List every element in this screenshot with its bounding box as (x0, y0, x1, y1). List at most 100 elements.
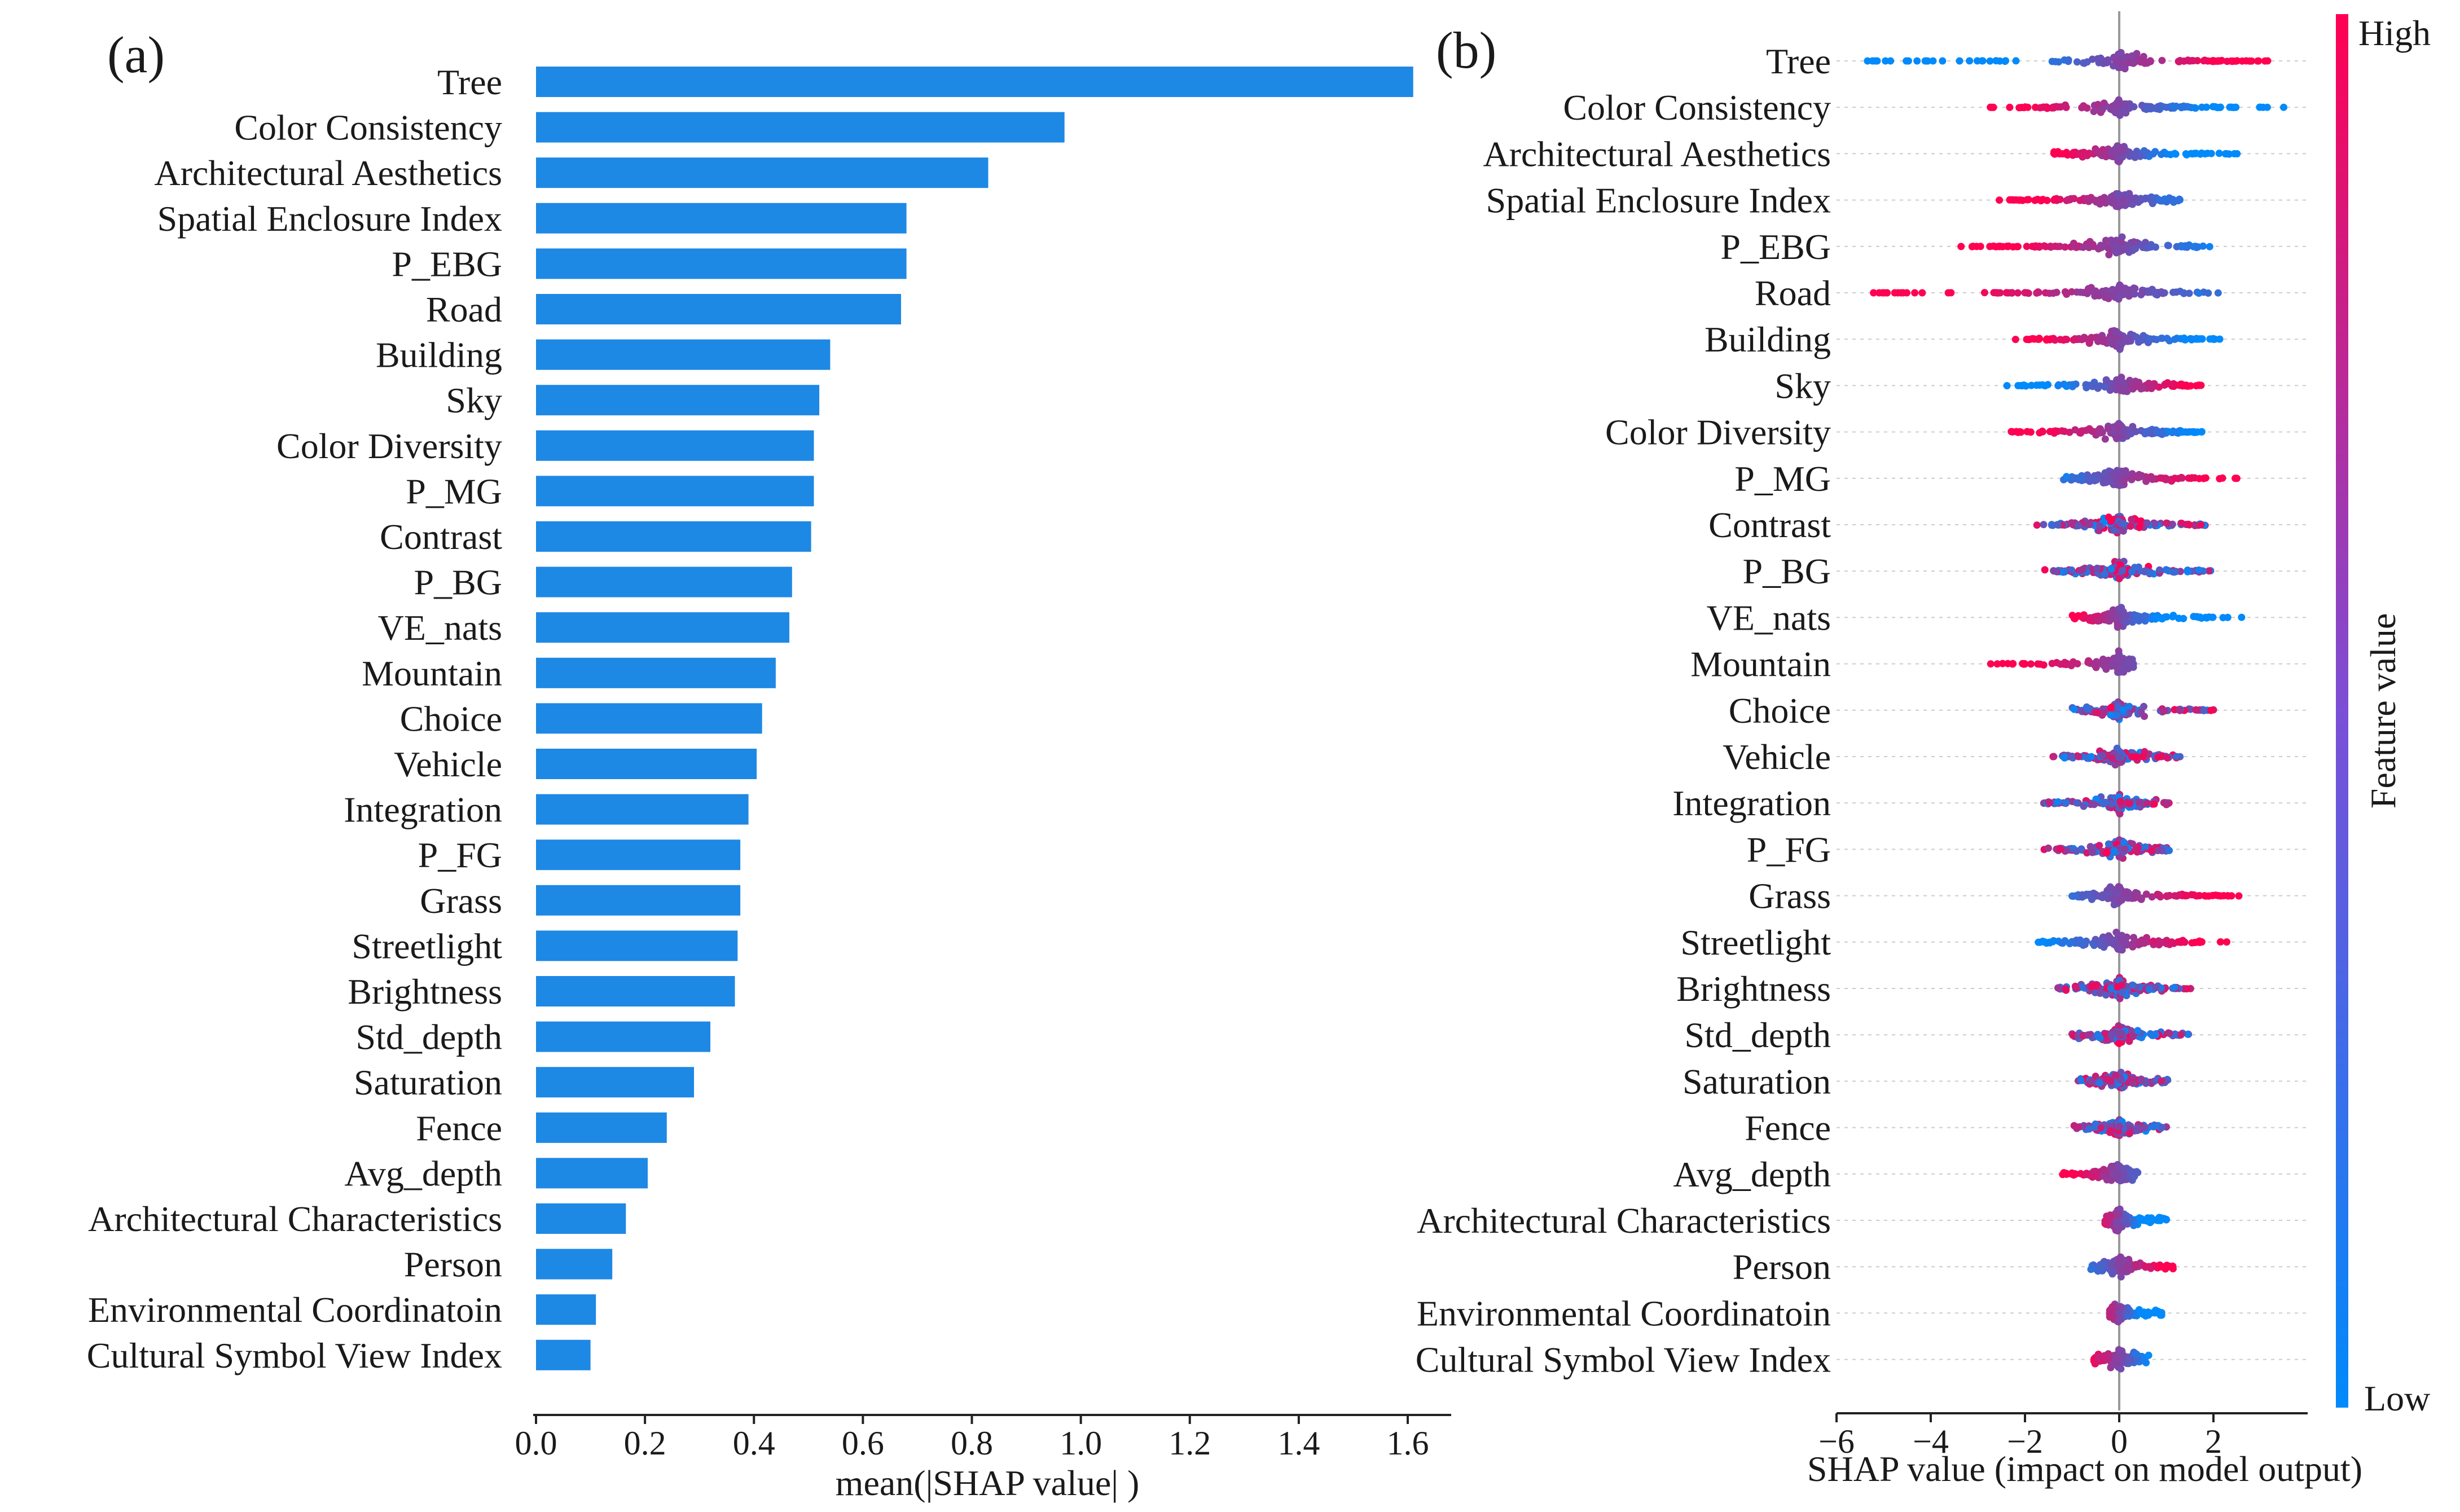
shap-point (2208, 57, 2216, 65)
feature-label: Integration (1672, 783, 1831, 823)
shap-point (2144, 1308, 2152, 1316)
shap-point (2184, 428, 2191, 436)
feature-label: Architectural Characteristics (1417, 1201, 1831, 1241)
shap-point (2054, 798, 2062, 806)
shap-point (2147, 1264, 2155, 1272)
shap-point (2070, 705, 2078, 713)
feature-label: Brightness (348, 972, 502, 1012)
shap-point (2105, 840, 2112, 848)
shap-point (2118, 1268, 2125, 1276)
shap-point (2164, 379, 2172, 386)
shap-point (2103, 1176, 2111, 1184)
shap-point (2085, 1125, 2093, 1133)
feature-label: Contrast (1708, 505, 1831, 545)
shap-point (2180, 334, 2188, 342)
shap-point (2197, 521, 2205, 529)
shap-point (2070, 614, 2078, 622)
shap-point (2149, 937, 2157, 945)
bar-series (536, 67, 1413, 1370)
shap-point (2152, 428, 2160, 436)
shap-point (2108, 103, 2116, 111)
shap-point (2009, 660, 2017, 667)
shap-point (2092, 890, 2099, 898)
feature-label: Vehicle (394, 744, 502, 784)
shap-point (2104, 244, 2112, 252)
shap-point (2085, 339, 2093, 347)
shap-point (2143, 799, 2151, 807)
bar (536, 794, 749, 825)
shap-point (2182, 382, 2190, 390)
shap-point (2070, 475, 2078, 483)
bar (536, 1021, 710, 1052)
bar (536, 612, 789, 643)
shap-point (2198, 149, 2206, 157)
shap-point (2108, 149, 2116, 157)
shap-point (2133, 753, 2141, 761)
shap-point (2094, 1031, 2102, 1039)
shap-point (2119, 108, 2127, 116)
shap-point (2126, 376, 2134, 384)
shap-point (2112, 109, 2119, 117)
bar-chart-panel: Tree Color Consistency Architectural Aesth… (87, 62, 1451, 1503)
shap-point (2159, 289, 2167, 297)
x-tick-label: 1.0 (1060, 1425, 1102, 1462)
shap-point (2006, 103, 2014, 111)
shap-point (2024, 196, 2032, 204)
shap-point (2130, 934, 2137, 942)
shap-point (1979, 57, 1987, 65)
shap-point (2027, 660, 2035, 668)
shap-point (2121, 889, 2129, 897)
shap-point (2165, 1263, 2173, 1271)
feature-label: Color Diversity (276, 426, 502, 466)
shap-point (2110, 901, 2118, 908)
panel-a-label: (a) (107, 26, 165, 83)
shap-point (2205, 892, 2213, 900)
shap-point (2042, 243, 2050, 250)
shap-point (2189, 150, 2197, 158)
shap-point (1987, 103, 1995, 111)
shap-point (2192, 706, 2200, 714)
bar (536, 749, 757, 779)
shap-point (2110, 1171, 2117, 1179)
shap-point (2115, 474, 2123, 482)
bar (536, 294, 901, 324)
shap-point (2261, 57, 2269, 65)
shap-point (2088, 849, 2096, 856)
shap-point (2121, 103, 2129, 111)
shap-point (2116, 1205, 2124, 1213)
shap-point (2171, 336, 2178, 343)
shap-point (2168, 520, 2176, 528)
shap-point (2152, 1031, 2160, 1039)
shap-point (2107, 198, 2115, 206)
shap-point (2012, 57, 2020, 65)
shap-point (2203, 103, 2211, 111)
shap-point (1911, 289, 1919, 297)
shap-point (2227, 57, 2235, 65)
shap-point (2150, 800, 2158, 808)
shap-point (2128, 516, 2136, 524)
shap-point (2188, 474, 2196, 482)
shap-point (1918, 289, 1926, 297)
shap-point (2099, 337, 2107, 345)
shap-point (1887, 57, 1895, 65)
shap-point (2207, 706, 2215, 714)
x-tick-label: 1.4 (1277, 1425, 1320, 1462)
shap-point (2152, 984, 2160, 992)
shap-point (2094, 55, 2102, 63)
shap-point (2118, 233, 2126, 241)
bar (536, 476, 814, 507)
shap-point (2088, 982, 2096, 990)
shap-point (2115, 943, 2123, 951)
shap-point (2155, 937, 2163, 945)
shap-point (1957, 243, 1965, 250)
shap-point (2138, 894, 2146, 902)
shap-point (2068, 892, 2076, 900)
shap-point (2216, 57, 2224, 65)
shap-point (2214, 289, 2222, 297)
bar (536, 703, 762, 734)
shap-point (2129, 943, 2137, 951)
shap-point (2125, 151, 2133, 159)
shap-point (1881, 289, 1888, 297)
feature-label: P_FG (1747, 829, 1831, 869)
shap-point (2156, 1263, 2164, 1271)
